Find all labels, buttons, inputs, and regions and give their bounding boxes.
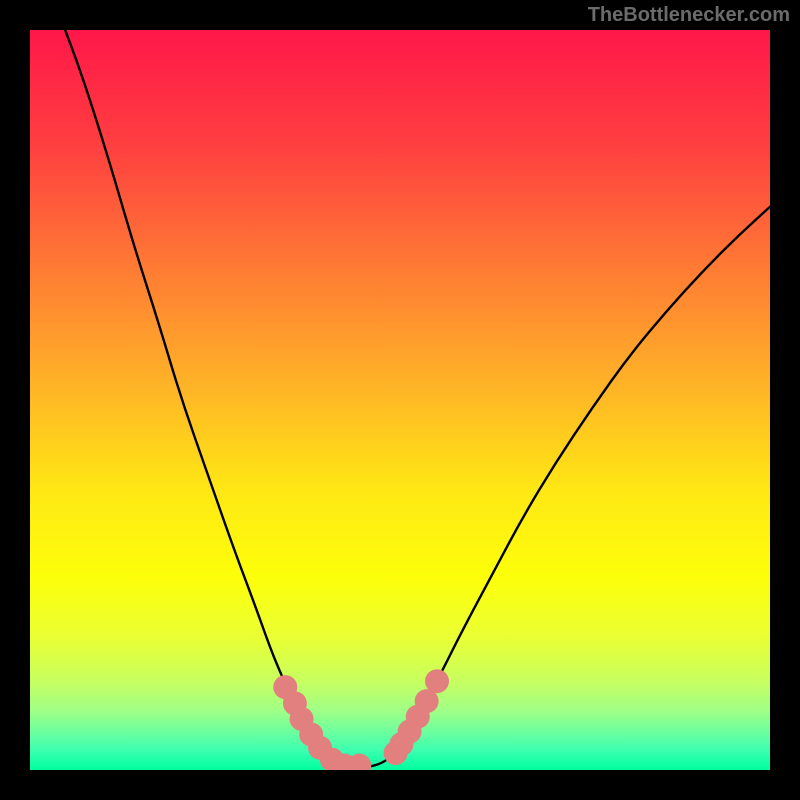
outer-frame: TheBottlenecker.com [0, 0, 800, 800]
dot-right [425, 669, 449, 693]
curve-layer [30, 30, 770, 770]
left-curve [60, 30, 360, 767]
watermark-text: TheBottlenecker.com [588, 4, 790, 27]
plot-area [30, 30, 770, 770]
dot-group [273, 669, 449, 770]
